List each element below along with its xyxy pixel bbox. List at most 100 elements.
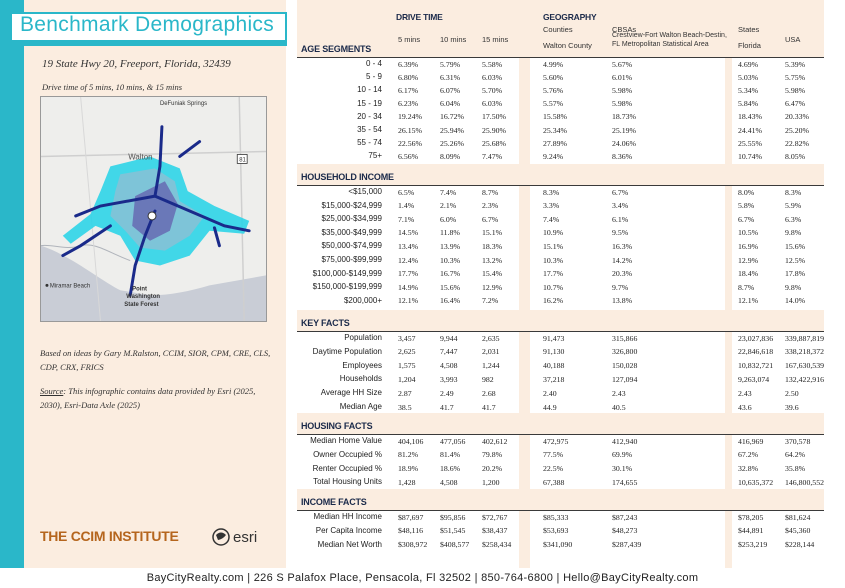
- table-cell: 25.90%: [482, 125, 507, 135]
- col-header: USA: [785, 35, 801, 44]
- table-cell: 6.17%: [398, 85, 419, 95]
- col-header: Florida: [738, 41, 761, 50]
- table-cell: 37,218: [543, 374, 565, 384]
- row-label: Median HH Income: [313, 512, 382, 521]
- esri-logo-text: esri: [233, 529, 257, 546]
- table-cell: 12.9%: [482, 282, 503, 292]
- table-cell: 10.9%: [543, 228, 564, 238]
- table-cell: 1,575: [398, 361, 416, 371]
- table-cell: 18.3%: [482, 241, 503, 251]
- footer: BayCityRealty.com | 226 S Palafox Place,…: [0, 568, 845, 588]
- row-label: Households: [339, 374, 382, 384]
- table-cell: 77.5%: [543, 450, 564, 460]
- col-header: Walton County: [543, 41, 592, 50]
- table-cell: 10.5%: [738, 228, 759, 238]
- drive-time-note: Drive time of 5 mins, 10 mins, & 15 mins: [42, 82, 183, 92]
- row-label: $200,000+: [343, 295, 382, 305]
- table-cell: 16.4%: [440, 296, 461, 306]
- table-cell: 79.8%: [482, 450, 503, 460]
- table-cell: 4,508: [440, 361, 458, 371]
- table-cell: 9.7%: [612, 282, 629, 292]
- map-label-pw2: Washington: [126, 294, 160, 300]
- table-cell: 3.4%: [612, 201, 629, 211]
- table-cell: 10.3%: [543, 255, 564, 265]
- row-label: 35 - 54: [357, 125, 382, 134]
- table-cell: 3,993: [440, 374, 458, 384]
- row-label: $75,000-$99,999: [321, 255, 383, 264]
- table-cell: 26.15%: [398, 125, 423, 135]
- table-cell: 18.43%: [738, 112, 763, 122]
- table-cell: 4.99%: [543, 59, 564, 69]
- table-cell: 5.39%: [785, 59, 806, 69]
- table-cell: 326,800: [612, 347, 638, 357]
- table-cell: 6.03%: [482, 72, 503, 82]
- table-cell: 22.56%: [398, 138, 423, 148]
- col-header: Crestview-Fort Walton Beach-Destin, FL M…: [612, 32, 727, 48]
- table-cell: 2.49: [440, 388, 454, 398]
- table-cell: 146,800,552: [785, 477, 824, 487]
- section-title: AGE SEGMENTS: [301, 44, 372, 54]
- map-label-pw3: State Forest: [124, 302, 158, 308]
- table-cell: $287,439: [612, 540, 642, 550]
- geography-header: GEOGRAPHY: [543, 12, 597, 22]
- table-cell: 22.5%: [543, 464, 564, 474]
- table-cell: 16.3%: [612, 241, 633, 251]
- table-cell: 16.9%: [738, 241, 759, 251]
- row-label: <$15,000: [348, 187, 382, 196]
- table-cell: 20.33%: [785, 112, 810, 122]
- row-label: 20 - 34: [357, 111, 382, 121]
- table-cell: $408,577: [440, 540, 470, 550]
- table-cell: 150,028: [612, 361, 638, 371]
- table-cell: 91,473: [543, 333, 565, 343]
- table-cell: 5.8%: [738, 201, 755, 211]
- cbsas-header: CBSAs: [612, 25, 637, 34]
- table-cell: 4,508: [440, 477, 458, 487]
- table-cell: 7.2%: [482, 296, 499, 306]
- table-cell: 12.5%: [785, 255, 806, 265]
- table-cell: 2.1%: [440, 201, 457, 211]
- table-cell: 5.9%: [785, 201, 802, 211]
- table-cell: $48,116: [398, 526, 424, 536]
- table-cell: 6.23%: [398, 99, 419, 109]
- esri-logo: esri: [212, 527, 272, 547]
- table-cell: $95,856: [440, 512, 466, 522]
- table-cell: 1.4%: [398, 201, 415, 211]
- site-address: 19 State Hwy 20, Freeport, Florida, 3243…: [42, 58, 231, 70]
- table-cell: 2.43: [612, 388, 626, 398]
- table-cell: $85,333: [543, 512, 569, 522]
- table-cell: 7.4%: [440, 187, 457, 197]
- table-cell: 8.7%: [738, 282, 755, 292]
- row-label: Per Capita Income: [315, 525, 382, 535]
- table-cell: $308,972: [398, 540, 428, 550]
- table-cell: 12.1%: [398, 296, 419, 306]
- table-cell: 18.73%: [612, 112, 637, 122]
- row-label: $35,000-$49,999: [321, 227, 383, 237]
- table-cell: 7,447: [440, 347, 458, 357]
- table-cell: $253,219: [738, 540, 768, 550]
- section-title: INCOME FACTS: [301, 497, 367, 507]
- section-rule: [297, 331, 824, 332]
- section-band: [297, 489, 824, 511]
- row-label: Employees: [342, 360, 382, 370]
- table-cell: 2.50: [785, 388, 799, 398]
- table-cell: 5.98%: [612, 99, 633, 109]
- table-cell: 44.9: [543, 402, 557, 412]
- table-cell: 8.3%: [785, 187, 802, 197]
- source-note: Source: This infographic contains data p…: [40, 384, 278, 412]
- section-title: KEY FACTS: [301, 318, 350, 328]
- table-cell: 13.8%: [612, 296, 633, 306]
- table-cell: 25.34%: [543, 125, 568, 135]
- table-cell: 2.40: [543, 388, 557, 398]
- table-cell: 416,969: [738, 436, 764, 446]
- table-header-band: [297, 0, 824, 57]
- table-cell: $258,434: [482, 540, 512, 550]
- table-cell: 23,027,836: [738, 333, 774, 343]
- table-cell: 339,887,819: [785, 333, 824, 343]
- table-cell: 5.58%: [482, 59, 503, 69]
- col-header: 5 mins: [398, 35, 421, 44]
- section-title: HOUSEHOLD INCOME: [301, 172, 394, 182]
- table-cell: 1,204: [398, 374, 416, 384]
- table-cell: 132,422,916: [785, 374, 824, 384]
- section-title: HOUSING FACTS: [301, 421, 373, 431]
- row-label: 15 - 19: [357, 98, 382, 108]
